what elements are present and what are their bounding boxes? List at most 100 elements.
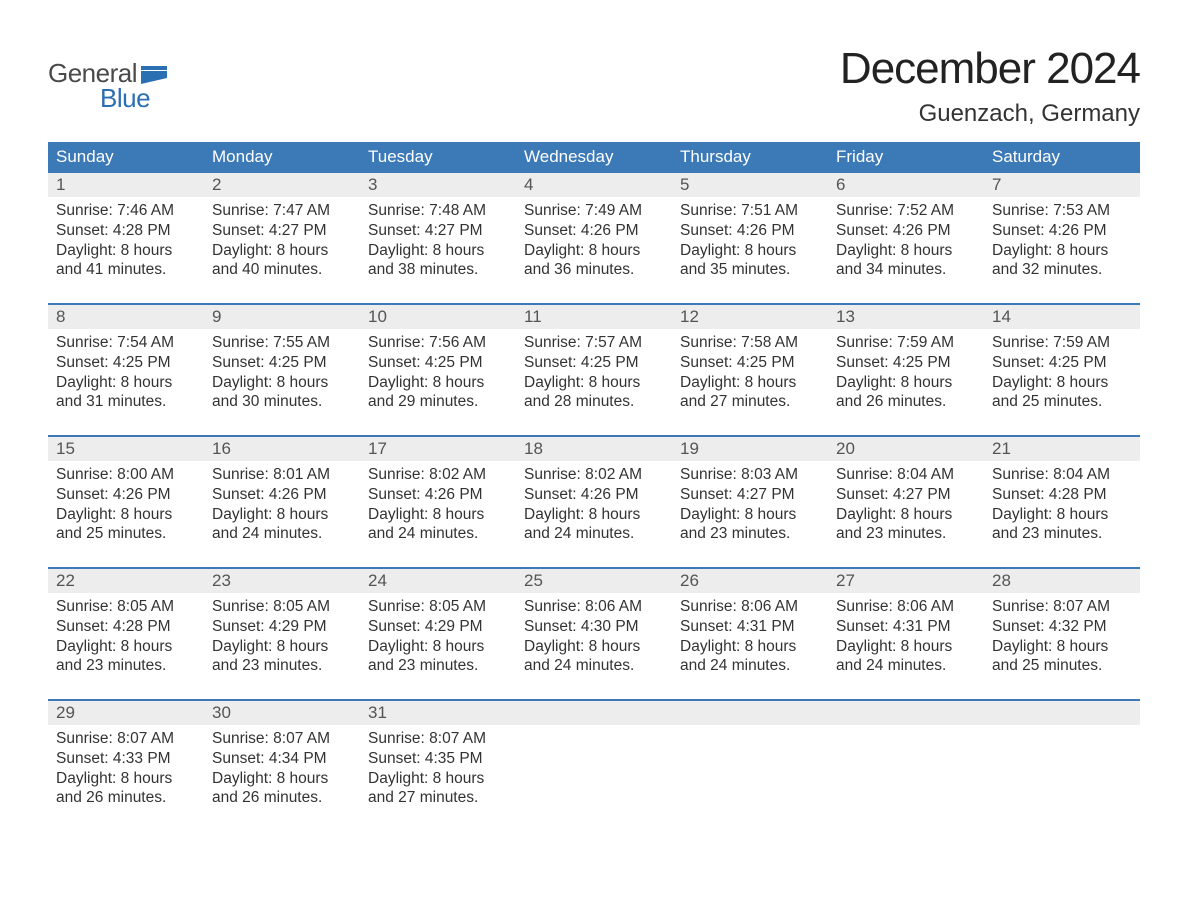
daylight-line1: Daylight: 8 hours [56, 637, 196, 657]
sunset-text: Sunset: 4:30 PM [524, 617, 664, 637]
daylight-line1: Daylight: 8 hours [212, 769, 352, 789]
calendar-day: 15Sunrise: 8:00 AMSunset: 4:26 PMDayligh… [48, 437, 204, 567]
daylight-line2: and 31 minutes. [56, 392, 196, 412]
sunrise-text: Sunrise: 8:06 AM [524, 597, 664, 617]
calendar-day-empty: · [516, 701, 672, 831]
calendar-day: 16Sunrise: 8:01 AMSunset: 4:26 PMDayligh… [204, 437, 360, 567]
sunset-text: Sunset: 4:26 PM [368, 485, 508, 505]
day-body: Sunrise: 8:04 AMSunset: 4:27 PMDaylight:… [828, 461, 984, 544]
day-number-row: 22 [48, 569, 204, 593]
calendar-week: 1Sunrise: 7:46 AMSunset: 4:28 PMDaylight… [48, 173, 1140, 303]
day-body: Sunrise: 8:07 AMSunset: 4:35 PMDaylight:… [360, 725, 516, 808]
sunset-text: Sunset: 4:29 PM [212, 617, 352, 637]
daylight-line1: Daylight: 8 hours [992, 505, 1132, 525]
sunrise-text: Sunrise: 8:01 AM [212, 465, 352, 485]
day-body: Sunrise: 7:59 AMSunset: 4:25 PMDaylight:… [828, 329, 984, 412]
sunset-text: Sunset: 4:33 PM [56, 749, 196, 769]
daylight-line2: and 23 minutes. [992, 524, 1132, 544]
daylight-line1: Daylight: 8 hours [368, 241, 508, 261]
day-body: Sunrise: 7:53 AMSunset: 4:26 PMDaylight:… [984, 197, 1140, 280]
daylight-line2: and 35 minutes. [680, 260, 820, 280]
daylight-line1: Daylight: 8 hours [680, 373, 820, 393]
calendar-day: 7 Sunrise: 7:53 AMSunset: 4:26 PMDaylight… [984, 173, 1140, 303]
day-number-row: 18 [516, 437, 672, 461]
dow-friday: Friday [828, 142, 984, 173]
daylight-line2: and 25 minutes. [992, 656, 1132, 676]
flag-icon [141, 66, 167, 84]
day-number-row: 25 [516, 569, 672, 593]
daylight-line2: and 34 minutes. [836, 260, 976, 280]
daylight-line1: Daylight: 8 hours [212, 373, 352, 393]
sunrise-text: Sunrise: 7:49 AM [524, 201, 664, 221]
dow-wednesday: Wednesday [516, 142, 672, 173]
day-number: 7 [992, 175, 1001, 194]
day-number: 20 [836, 439, 855, 458]
day-number: 19 [680, 439, 699, 458]
day-of-week-header-row: Sunday Monday Tuesday Wednesday Thursday… [48, 142, 1140, 173]
daylight-line1: Daylight: 8 hours [368, 637, 508, 657]
daylight-line2: and 23 minutes. [212, 656, 352, 676]
day-number: 17 [368, 439, 387, 458]
calendar-day: 20 Sunrise: 8:04 AMSunset: 4:27 PMDayligh… [828, 437, 984, 567]
daylight-line2: and 24 minutes. [212, 524, 352, 544]
day-body: Sunrise: 7:48 AMSunset: 4:27 PMDaylight:… [360, 197, 516, 280]
sunset-text: Sunset: 4:27 PM [680, 485, 820, 505]
logo: General Blue [48, 44, 167, 114]
sunset-text: Sunset: 4:27 PM [836, 485, 976, 505]
day-body: Sunrise: 7:54 AMSunset: 4:25 PMDaylight:… [48, 329, 204, 412]
calendar-day: 9Sunrise: 7:55 AMSunset: 4:25 PMDaylight… [204, 305, 360, 435]
daylight-line2: and 30 minutes. [212, 392, 352, 412]
day-body: Sunrise: 7:58 AMSunset: 4:25 PMDaylight:… [672, 329, 828, 412]
daylight-line2: and 27 minutes. [368, 788, 508, 808]
day-body: Sunrise: 8:06 AMSunset: 4:30 PMDaylight:… [516, 593, 672, 676]
daylight-line1: Daylight: 8 hours [368, 373, 508, 393]
day-number-row: 31 [360, 701, 516, 725]
day-body: Sunrise: 8:05 AMSunset: 4:29 PMDaylight:… [360, 593, 516, 676]
day-number: 6 [836, 175, 845, 194]
calendar-day: 17Sunrise: 8:02 AMSunset: 4:26 PMDayligh… [360, 437, 516, 567]
day-number-row: 8 [48, 305, 204, 329]
daylight-line2: and 23 minutes. [680, 524, 820, 544]
daylight-line1: Daylight: 8 hours [56, 505, 196, 525]
day-number-row: 29 [48, 701, 204, 725]
daylight-line1: Daylight: 8 hours [56, 241, 196, 261]
day-number: 12 [680, 307, 699, 326]
day-number: 24 [368, 571, 387, 590]
day-number-row: 10 [360, 305, 516, 329]
daylight-line1: Daylight: 8 hours [56, 769, 196, 789]
calendar-day: 30Sunrise: 8:07 AMSunset: 4:34 PMDayligh… [204, 701, 360, 831]
day-number: 18 [524, 439, 543, 458]
sunset-text: Sunset: 4:25 PM [680, 353, 820, 373]
sunrise-text: Sunrise: 7:58 AM [680, 333, 820, 353]
calendar-day: 8Sunrise: 7:54 AMSunset: 4:25 PMDaylight… [48, 305, 204, 435]
sunrise-text: Sunrise: 7:59 AM [992, 333, 1132, 353]
day-body: Sunrise: 7:56 AMSunset: 4:25 PMDaylight:… [360, 329, 516, 412]
day-number: 21 [992, 439, 1011, 458]
sunrise-text: Sunrise: 8:07 AM [368, 729, 508, 749]
calendar-day: 31Sunrise: 8:07 AMSunset: 4:35 PMDayligh… [360, 701, 516, 831]
calendar-day: 1Sunrise: 7:46 AMSunset: 4:28 PMDaylight… [48, 173, 204, 303]
calendar-day: 28Sunrise: 8:07 AMSunset: 4:32 PMDayligh… [984, 569, 1140, 699]
sunset-text: Sunset: 4:34 PM [212, 749, 352, 769]
title-block: December 2024 Guenzach, Germany [840, 44, 1140, 128]
day-number-row: 23 [204, 569, 360, 593]
sunset-text: Sunset: 4:31 PM [680, 617, 820, 637]
daylight-line1: Daylight: 8 hours [836, 637, 976, 657]
sunrise-text: Sunrise: 7:52 AM [836, 201, 976, 221]
daylight-line1: Daylight: 8 hours [212, 637, 352, 657]
sunrise-text: Sunrise: 8:06 AM [680, 597, 820, 617]
calendar-day: 22Sunrise: 8:05 AMSunset: 4:28 PMDayligh… [48, 569, 204, 699]
day-body: Sunrise: 7:46 AMSunset: 4:28 PMDaylight:… [48, 197, 204, 280]
daylight-line1: Daylight: 8 hours [368, 769, 508, 789]
day-number: 11 [524, 307, 542, 326]
weeks-container: 1Sunrise: 7:46 AMSunset: 4:28 PMDaylight… [48, 173, 1140, 831]
sunrise-text: Sunrise: 8:05 AM [368, 597, 508, 617]
day-body: Sunrise: 7:52 AMSunset: 4:26 PMDaylight:… [828, 197, 984, 280]
calendar-day: 18Sunrise: 8:02 AMSunset: 4:26 PMDayligh… [516, 437, 672, 567]
location: Guenzach, Germany [840, 100, 1140, 128]
sunrise-text: Sunrise: 8:05 AM [212, 597, 352, 617]
sunset-text: Sunset: 4:28 PM [56, 617, 196, 637]
day-number: 5 [680, 175, 689, 194]
sunrise-text: Sunrise: 7:56 AM [368, 333, 508, 353]
day-number-row: 27 [828, 569, 984, 593]
